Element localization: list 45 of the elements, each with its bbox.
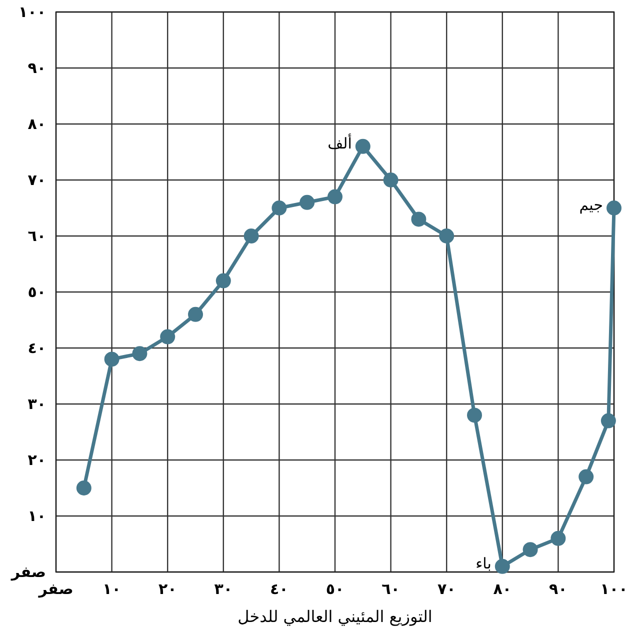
y-tick-label: صفر: [10, 563, 46, 581]
point: [383, 172, 398, 188]
point: [244, 228, 259, 244]
point: [272, 200, 287, 216]
x-tick-label: ٢٠: [158, 580, 177, 598]
point: [606, 200, 622, 216]
x-tick-label: ١٠٠: [600, 580, 628, 598]
x-tick-label: ٧٠: [437, 580, 456, 598]
point: [76, 480, 92, 496]
y-tick-label: ٩٠: [28, 59, 46, 77]
y-tick-label: ١٠: [28, 507, 46, 525]
point: [494, 558, 510, 574]
y-tick-label: ٨٠: [28, 115, 46, 133]
x-tick-label: ٨٠: [493, 580, 512, 598]
point: [411, 212, 426, 227]
point: [160, 329, 176, 344]
x-tick-label: ٦٠: [382, 580, 400, 598]
x-axis-title: التوزيع المئيني العالمي للدخل: [238, 607, 432, 626]
point: [578, 469, 594, 484]
point: [300, 194, 315, 210]
point: [600, 413, 616, 428]
y-tick-label: ٤٠: [28, 339, 46, 357]
x-tick-label: ٤٠: [270, 580, 288, 598]
point: [216, 273, 231, 288]
x-tick-label: ١٠: [102, 580, 121, 598]
point: [439, 228, 454, 244]
y-tick-label: ٥٠: [28, 283, 46, 301]
point: [188, 306, 203, 322]
y-tick-label: ٣٠: [28, 395, 46, 413]
x-tick-label: ٩٠: [549, 580, 568, 598]
y-tick-label: ٢٠: [28, 451, 46, 469]
point: [328, 189, 342, 204]
point: [467, 408, 482, 423]
annotation: جيم: [579, 196, 603, 214]
point: [132, 346, 148, 362]
point: [550, 530, 566, 546]
x-tick-label: ٣٠: [214, 580, 233, 598]
annotation: باء: [476, 554, 492, 572]
point: [522, 542, 538, 558]
y-tick-label: ٦٠: [28, 227, 46, 245]
x-tick-label: ٥٠: [326, 580, 344, 598]
point: [355, 138, 370, 154]
y-tick-label: ٧٠: [28, 171, 46, 189]
point: [104, 352, 120, 367]
y-tick-label: ١٠٠: [18, 3, 46, 21]
